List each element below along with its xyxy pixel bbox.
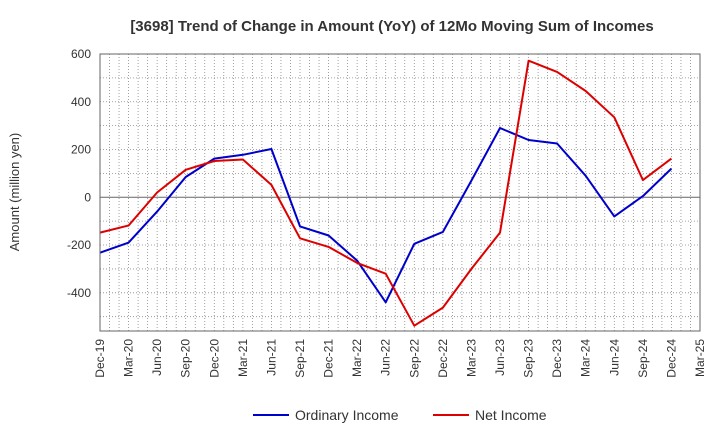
- x-tick-label: Jun-21: [264, 339, 278, 376]
- legend: Ordinary Income Net Income: [253, 407, 547, 423]
- x-tick-label: Jun-23: [493, 339, 507, 376]
- x-tick-label: Sep-20: [179, 339, 193, 378]
- series-lines: [99, 59, 673, 327]
- y-tick-label: 200: [71, 143, 91, 157]
- x-tick-label: Mar-25: [693, 339, 707, 377]
- x-tick-label: Sep-22: [407, 339, 421, 378]
- chart-title: [3698] Trend of Change in Amount (YoY) o…: [130, 18, 653, 35]
- x-tick-label: Dec-19: [93, 339, 107, 378]
- y-tick-label: 0: [84, 190, 91, 204]
- legend-label: Net Income: [475, 407, 547, 423]
- x-tick-labels: Dec-19 Mar-20 Jun-20 Sep-20 Dec-20 Mar-21 Jun-…: [93, 339, 707, 378]
- y-tick-label: 600: [71, 47, 91, 61]
- x-tick-label: Sep-23: [522, 339, 536, 378]
- x-tick-label: Dec-23: [550, 339, 564, 378]
- legend-label: Ordinary Income: [295, 407, 399, 423]
- x-tick-label: Sep-21: [293, 339, 307, 378]
- x-tick-label: Dec-22: [436, 339, 450, 378]
- x-tick-label: Mar-23: [464, 339, 478, 377]
- x-tick-label: Dec-24: [664, 339, 678, 378]
- x-tick-label: Mar-22: [350, 339, 364, 377]
- x-tick-label: Jun-20: [150, 339, 164, 376]
- x-tick-label: Mar-24: [579, 339, 593, 377]
- grid: [100, 53, 700, 331]
- x-tick-label: Jun-22: [379, 339, 393, 376]
- x-tick-label: Mar-21: [236, 339, 250, 377]
- x-tick-label: Mar-20: [122, 339, 136, 377]
- x-tick-label: Dec-21: [322, 339, 336, 378]
- series-line-0: [99, 127, 673, 304]
- plot-frame: [99, 53, 701, 332]
- y-axis-label: Amount (million yen): [7, 133, 22, 252]
- x-tick-label: Sep-24: [636, 339, 650, 378]
- x-tick-label: Dec-20: [207, 339, 221, 378]
- y-tick-label: 400: [71, 95, 91, 109]
- y-tick-label: -200: [67, 238, 91, 252]
- series-line-1: [99, 59, 673, 327]
- y-tick-label: -400: [67, 286, 91, 300]
- x-tick-label: Jun-24: [607, 339, 621, 376]
- y-tick-labels: 600 400 200 0 -200 -400: [67, 47, 91, 300]
